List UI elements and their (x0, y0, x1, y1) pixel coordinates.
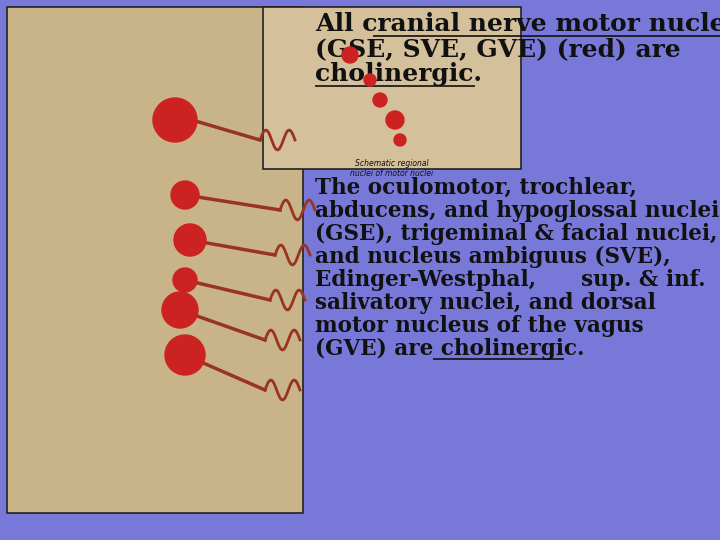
Text: abducens, and hypoglossal nuclei: abducens, and hypoglossal nuclei (315, 200, 719, 222)
Text: cholinergic.: cholinergic. (315, 62, 482, 86)
Circle shape (173, 268, 197, 292)
Text: All cranial nerve motor nuclei: All cranial nerve motor nuclei (315, 12, 720, 36)
FancyBboxPatch shape (263, 7, 521, 169)
Text: motor nucleus of the vagus: motor nucleus of the vagus (315, 315, 644, 337)
FancyBboxPatch shape (7, 7, 303, 513)
Circle shape (165, 335, 205, 375)
Circle shape (373, 93, 387, 107)
Circle shape (171, 181, 199, 209)
Text: salivatory nuclei, and dorsal: salivatory nuclei, and dorsal (315, 292, 656, 314)
Text: The oculomotor, trochlear,: The oculomotor, trochlear, (315, 177, 637, 199)
Circle shape (386, 111, 404, 129)
Text: Edinger-Westphal,      sup. & inf.: Edinger-Westphal, sup. & inf. (315, 269, 706, 291)
Text: (GSE, SVE, GVE) (red) are: (GSE, SVE, GVE) (red) are (315, 37, 680, 61)
Circle shape (394, 134, 406, 146)
Text: (GVE) are cholinergic.: (GVE) are cholinergic. (315, 338, 585, 360)
Circle shape (364, 74, 376, 86)
Text: Schematic regional
nuclei of motor nuclei: Schematic regional nuclei of motor nucle… (351, 159, 433, 178)
Circle shape (174, 224, 206, 256)
Circle shape (342, 47, 358, 63)
Text: (GSE), trigeminal & facial nuclei,: (GSE), trigeminal & facial nuclei, (315, 223, 718, 245)
Circle shape (162, 292, 198, 328)
Circle shape (153, 98, 197, 142)
Text: and nucleus ambiguus (SVE),: and nucleus ambiguus (SVE), (315, 246, 671, 268)
